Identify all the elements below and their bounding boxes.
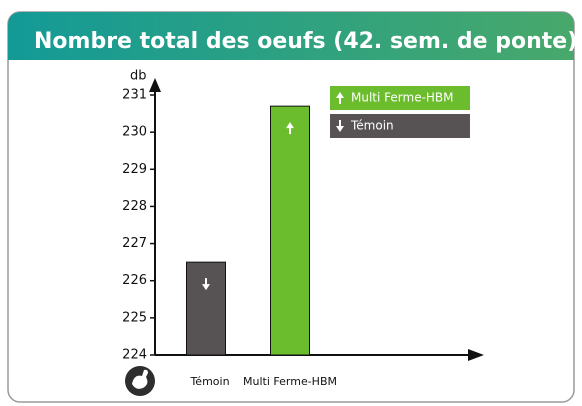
legend-label: Témoin [350,119,394,133]
y-tick-label: 229 [122,162,147,177]
title-bar [8,12,574,60]
y-tick-label: 231 [122,88,147,103]
arrow-icon [202,278,210,291]
x-tick-label: Témoin [189,375,229,388]
x-tick-label: Multi Ferme-HBM [243,375,337,388]
legend-swatch [330,86,470,110]
x-axis-arrow [468,349,484,361]
arrow-icon [336,120,344,132]
hen-icon [125,366,155,396]
arrow-icon [336,92,344,104]
legend-swatch [330,114,470,138]
y-tick-label: 230 [122,125,147,140]
bar [186,261,226,356]
y-tick-label: 225 [122,310,147,325]
y-tick-label: 227 [122,236,147,251]
bar [270,105,310,356]
y-tick-label: 226 [122,273,147,288]
arrow-icon [286,122,294,135]
y-axis-arrow [149,78,161,92]
y-tick-label: 228 [122,199,147,214]
y-axis-label: db [130,69,147,84]
chart-title: Nombre total des oeufs (42. sem. de pont… [34,29,577,54]
legend-label: Multi Ferme-HBM [351,91,454,105]
y-tick-label: 224 [122,348,147,363]
